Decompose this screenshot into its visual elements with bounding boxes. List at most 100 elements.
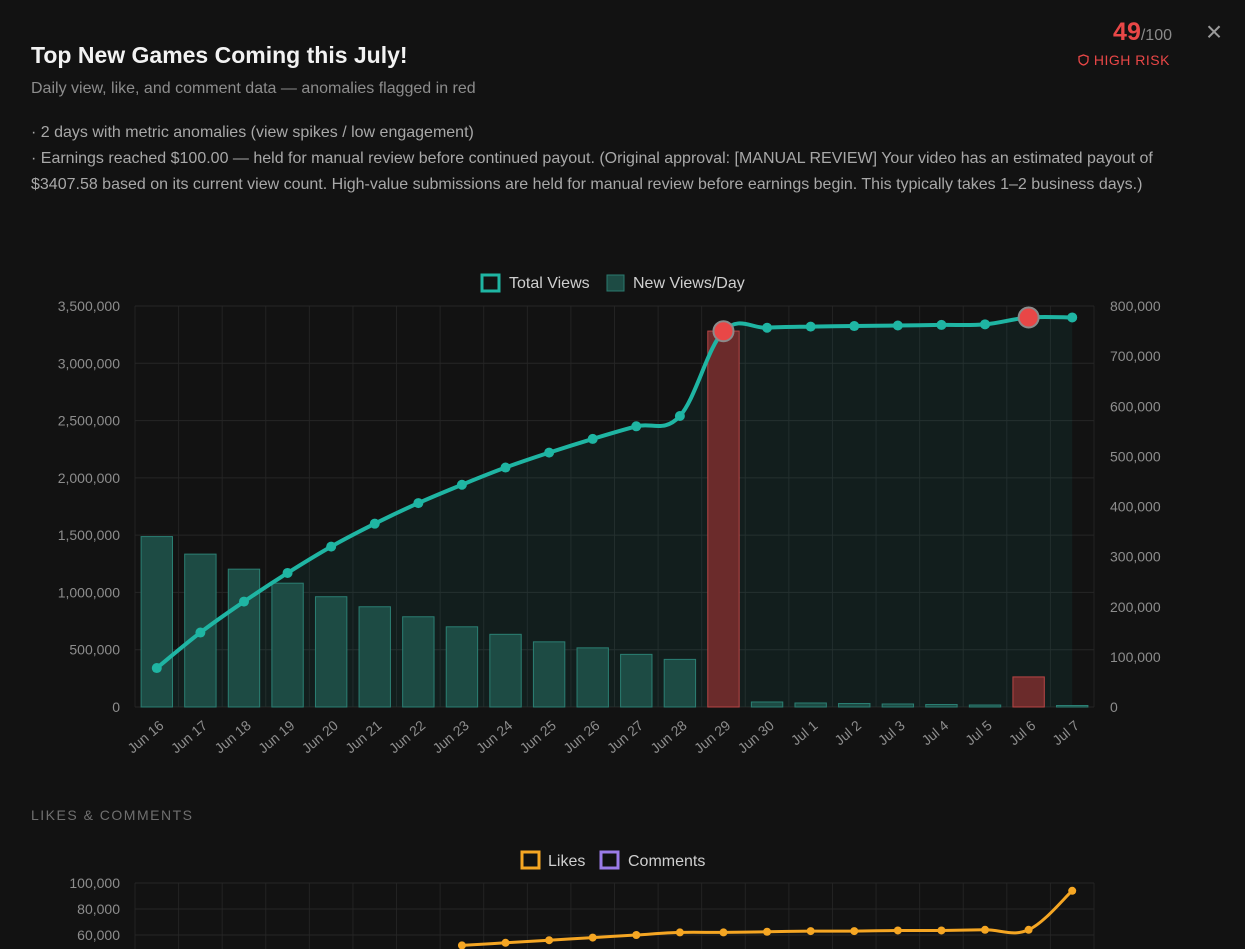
bar-new-views	[532, 641, 566, 708]
bar-new-views	[1056, 704, 1089, 708]
data-point	[238, 596, 249, 607]
y-right-tick: 800,000	[1110, 298, 1161, 314]
risk-badge: HIGH RISK	[1060, 52, 1170, 68]
y-right-tick: 200,000	[1110, 599, 1161, 615]
legend-swatch-total-views	[480, 273, 501, 293]
x-tick: Jul 6	[1006, 717, 1039, 748]
likes-point	[588, 933, 597, 942]
anomaly-point	[1017, 306, 1040, 329]
legend-swatch-comments	[599, 850, 620, 870]
risk-score-value: 49	[1113, 18, 1141, 46]
y-right-tick: 700,000	[1110, 348, 1161, 364]
note-earnings: · Earnings reached $100.00 — held for ma…	[31, 150, 1153, 193]
y-tick: 100,000	[69, 875, 120, 891]
x-tick: Jun 27	[604, 717, 647, 756]
data-point	[326, 541, 337, 552]
total-views-line	[154, 314, 1075, 671]
y-tick: 80,000	[77, 901, 120, 917]
legend-likes: Likes	[548, 853, 585, 870]
bar-new-views	[794, 702, 827, 708]
x-tick: Jun 18	[211, 717, 254, 756]
risk-score-max: /100	[1140, 27, 1172, 44]
x-tick: Jul 5	[962, 717, 995, 748]
data-point	[456, 479, 467, 490]
y-left-tick: 3,500,000	[58, 298, 120, 314]
bar-new-views	[445, 626, 479, 708]
data-point	[892, 320, 903, 331]
risk-label: HIGH RISK	[1093, 52, 1170, 68]
x-tick: Jun 20	[299, 717, 342, 756]
bar-new-views	[663, 658, 697, 708]
anomaly-point	[712, 320, 735, 343]
x-tick: Jun 25	[517, 717, 560, 756]
likes-point	[893, 926, 902, 935]
y-right-tick: 600,000	[1110, 398, 1161, 414]
shield-icon	[1078, 54, 1089, 66]
x-tick: Jun 24	[473, 717, 516, 756]
y-right-tick: 300,000	[1110, 549, 1161, 565]
y-left-tick: 2,500,000	[58, 413, 120, 429]
x-tick: Jun 21	[342, 717, 385, 756]
likes-point	[457, 941, 466, 949]
bar-new-views	[271, 582, 304, 708]
x-tick: Jul 1	[788, 717, 821, 748]
x-tick: Jun 28	[647, 717, 690, 756]
likes-point	[1024, 925, 1033, 934]
legend-new-views: New Views/Day	[633, 275, 745, 292]
x-tick: Jun 16	[124, 717, 167, 756]
risk-score: 49/100	[1072, 18, 1172, 47]
y-right-tick: 100,000	[1110, 649, 1161, 665]
likes-comments-chart: Likes Comments 100,000 80,000 60,000	[69, 850, 1095, 949]
y-left-tick: 2,000,000	[58, 470, 120, 486]
bar-new-views	[489, 633, 522, 708]
data-point	[369, 518, 380, 529]
bar-new-views	[707, 330, 740, 708]
y-tick: 60,000	[77, 927, 120, 943]
note-anomaly-days: · 2 days with metric anomalies (view spi…	[31, 124, 474, 141]
data-point	[631, 421, 642, 432]
likes-point	[981, 925, 990, 934]
page-title: Top New Games Coming this July!	[31, 42, 408, 68]
bar-new-views	[750, 701, 784, 708]
x-tick: Jun 26	[560, 717, 603, 756]
x-tick: Jun 23	[429, 717, 472, 756]
bar-new-views	[1012, 676, 1045, 708]
bar-new-views	[576, 647, 609, 708]
bar-new-views	[358, 606, 391, 708]
likes-point	[719, 928, 728, 937]
bar-new-views	[314, 596, 348, 708]
likes-point	[806, 927, 815, 936]
likes-point	[937, 926, 946, 935]
x-tick: Jul 4	[918, 717, 951, 748]
likes-point	[1068, 886, 1077, 895]
likes-point	[675, 928, 684, 937]
data-point	[762, 322, 773, 333]
y-left-tick: 500,000	[69, 642, 120, 658]
y-left-tick: 3,000,000	[58, 355, 120, 371]
x-tick: Jun 30	[735, 717, 778, 756]
y-left-tick: 0	[112, 699, 120, 715]
y-left-tick: 1,500,000	[58, 527, 120, 543]
x-tick: Jun 19	[255, 717, 298, 756]
data-point	[805, 321, 816, 332]
data-point	[674, 410, 685, 421]
legend-comments: Comments	[628, 853, 705, 870]
close-icon[interactable]: ×	[1205, 16, 1223, 47]
bar-new-views	[402, 616, 435, 708]
likes-point	[763, 927, 772, 936]
x-tick: Jul 2	[831, 717, 864, 748]
likes-point	[850, 927, 859, 936]
data-point	[587, 433, 598, 444]
data-point	[151, 663, 162, 674]
bar-new-views	[620, 653, 653, 708]
legend-swatch-new-views	[606, 274, 625, 292]
bar-new-views	[227, 568, 261, 708]
x-tick: Jul 7	[1049, 717, 1082, 748]
y-right-tick: 400,000	[1110, 499, 1161, 515]
bar-new-views	[140, 536, 173, 708]
likes-comments-section-label: LIKES & COMMENTS	[31, 807, 194, 823]
data-point	[282, 567, 293, 578]
x-tick: Jun 29	[691, 717, 734, 756]
x-tick: Jun 17	[168, 717, 211, 756]
data-point	[936, 319, 947, 330]
